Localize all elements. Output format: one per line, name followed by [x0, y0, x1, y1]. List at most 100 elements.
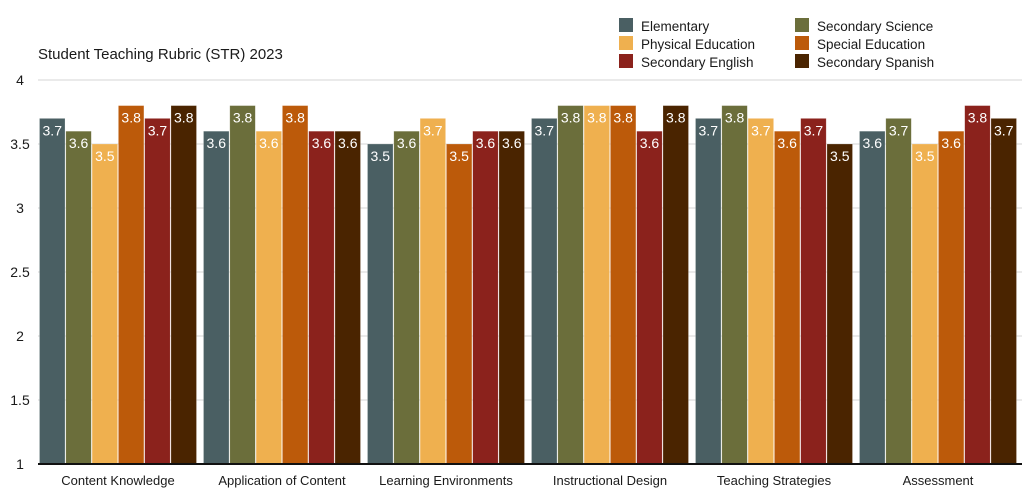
bar — [229, 105, 256, 465]
bar — [170, 105, 197, 465]
legend-label: Secondary Science — [817, 19, 933, 34]
data-label: 3.5 — [449, 148, 469, 164]
data-label: 3.6 — [338, 135, 358, 151]
data-label: 3.7 — [751, 122, 771, 138]
bar — [255, 130, 282, 465]
data-label: 3.8 — [587, 110, 607, 126]
data-label: 3.7 — [699, 122, 719, 138]
bar — [472, 130, 499, 465]
bar — [774, 130, 801, 465]
legend-label: Special Education — [817, 37, 925, 52]
x-axis: Content Knowledge Application of Content L… — [38, 463, 1022, 488]
data-label: 3.8 — [174, 110, 194, 126]
bar — [911, 143, 938, 465]
y-tick-label: 2.5 — [10, 264, 30, 280]
data-label: 3.8 — [561, 110, 581, 126]
bar — [446, 143, 473, 465]
legend-swatch — [795, 36, 809, 50]
gridlines — [38, 79, 1022, 401]
y-tick-label: 4 — [16, 72, 24, 88]
bar — [118, 105, 145, 465]
bar — [39, 118, 66, 465]
data-label: 3.5 — [95, 148, 115, 164]
x-tick-label: Instructional Design — [553, 473, 667, 488]
legend-swatch — [619, 54, 633, 68]
data-label: 3.7 — [148, 122, 168, 138]
y-axis-ticks: 1 1.5 2 2.5 3 3.5 4 — [10, 72, 30, 472]
bar — [800, 118, 827, 465]
bar — [144, 118, 171, 465]
data-label: 3.8 — [968, 110, 988, 126]
data-label: 3.6 — [640, 135, 660, 151]
data-label: 3.6 — [476, 135, 496, 151]
data-label: 3.5 — [830, 148, 850, 164]
bar — [583, 105, 610, 465]
data-label: 3.6 — [397, 135, 417, 151]
legend-label: Elementary — [641, 19, 710, 34]
bar — [91, 143, 118, 465]
data-label: 3.8 — [233, 110, 253, 126]
x-tick-label: Learning Environments — [379, 473, 513, 488]
x-tick-label: Content Knowledge — [61, 473, 174, 488]
data-label: 3.6 — [312, 135, 332, 151]
data-label: 3.6 — [941, 135, 961, 151]
y-tick-label: 1 — [16, 456, 24, 472]
data-label: 3.7 — [994, 122, 1014, 138]
legend-swatch — [795, 54, 809, 68]
bar — [885, 118, 912, 465]
bar — [282, 105, 309, 465]
bar — [367, 143, 394, 465]
legend-swatch — [619, 18, 633, 32]
bar — [636, 130, 663, 465]
chart-title: Student Teaching Rubric (STR) 2023 — [38, 46, 283, 63]
data-label: 3.6 — [259, 135, 279, 151]
bar — [938, 130, 965, 465]
bar — [308, 130, 335, 465]
bars: 3.7 3.6 3.5 3.8 3.7 3.8 3.6 3.8 3.6 3.8 3.6 3.6 3.5 3… — [39, 105, 1017, 465]
data-label: 3.6 — [502, 135, 522, 151]
bar — [695, 118, 722, 465]
bar — [662, 105, 689, 465]
legend-swatch — [619, 36, 633, 50]
legend-label: Physical Education — [641, 37, 755, 52]
data-label: 3.7 — [535, 122, 555, 138]
data-label: 3.8 — [725, 110, 745, 126]
data-label: 3.8 — [285, 110, 305, 126]
y-tick-label: 2 — [16, 328, 24, 344]
bar — [964, 105, 991, 465]
bar — [419, 118, 446, 465]
bar — [859, 130, 886, 465]
bar — [826, 143, 853, 465]
bar — [393, 130, 420, 465]
data-label: 3.6 — [207, 135, 227, 151]
data-label: 3.7 — [804, 122, 824, 138]
data-label: 3.7 — [43, 122, 63, 138]
bar — [990, 118, 1017, 465]
data-label: 3.8 — [121, 110, 141, 126]
legend-label: Secondary English — [641, 55, 754, 70]
x-tick-label: Teaching Strategies — [717, 473, 832, 488]
bar — [721, 105, 748, 465]
x-tick-label: Application of Content — [218, 473, 346, 488]
legend-label: Secondary Spanish — [817, 55, 934, 70]
data-label: 3.7 — [889, 122, 909, 138]
bar — [65, 130, 92, 465]
y-tick-label: 3.5 — [10, 136, 30, 152]
bar — [498, 130, 525, 465]
data-label: 3.7 — [423, 122, 443, 138]
x-tick-label: Assessment — [903, 473, 974, 488]
data-label: 3.8 — [613, 110, 633, 126]
y-tick-label: 1.5 — [10, 392, 30, 408]
bar — [203, 130, 230, 465]
data-label: 3.8 — [666, 110, 686, 126]
bar — [531, 118, 558, 465]
data-label: 3.6 — [863, 135, 883, 151]
bar — [557, 105, 584, 465]
bar — [334, 130, 361, 465]
data-label: 3.5 — [915, 148, 935, 164]
bar — [610, 105, 637, 465]
data-label: 3.6 — [69, 135, 89, 151]
y-tick-label: 3 — [16, 200, 24, 216]
data-label: 3.6 — [777, 135, 797, 151]
